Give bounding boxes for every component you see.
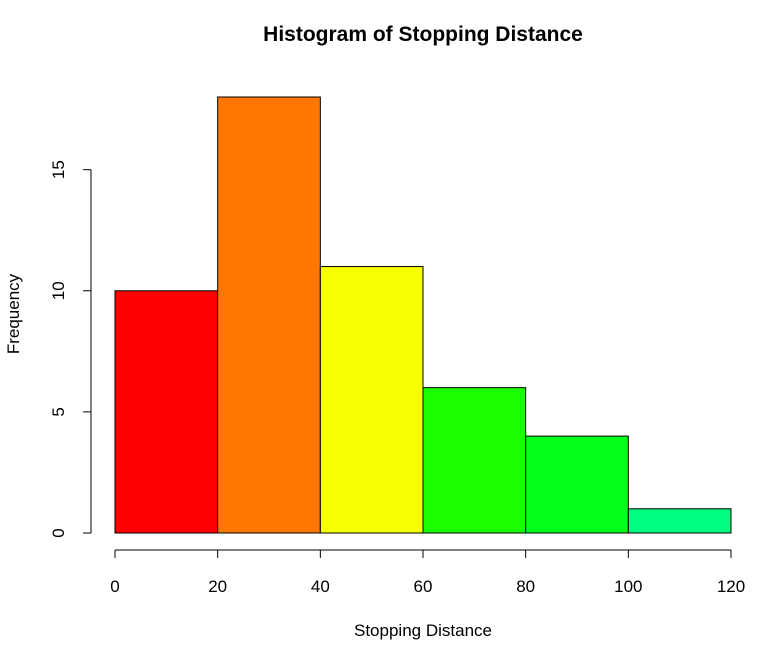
histogram-bar-1 — [217, 96, 321, 534]
x-tick-label-3: 60 — [414, 577, 433, 596]
y-axis-label: Frequency — [4, 273, 23, 354]
x-tick-label-2: 40 — [311, 577, 330, 596]
y-tick-label-3: 15 — [49, 160, 68, 179]
x-tick-label-4: 80 — [516, 577, 535, 596]
y-tick-label-0: 0 — [49, 528, 68, 537]
histogram-bar-3 — [422, 387, 527, 534]
x-axis-label: Stopping Distance — [354, 621, 492, 640]
histogram-bar-2 — [319, 266, 424, 534]
histogram-bar-4 — [525, 435, 629, 534]
x-tick-label-1: 20 — [208, 577, 227, 596]
y-axis: 0 5 10 15 — [49, 160, 92, 538]
chart-title: Histogram of Stopping Distance — [263, 23, 583, 46]
x-axis: 0 20 40 60 80 100 120 — [110, 549, 745, 596]
bars-group — [114, 96, 732, 534]
x-tick-label-0: 0 — [110, 577, 119, 596]
x-tick-label-6: 120 — [717, 577, 745, 596]
x-tick-label-5: 100 — [614, 577, 642, 596]
y-tick-label-1: 5 — [49, 407, 68, 416]
y-tick-label-2: 10 — [49, 281, 68, 300]
histogram-bar-5 — [627, 508, 732, 534]
histogram-bar-0 — [114, 290, 219, 534]
